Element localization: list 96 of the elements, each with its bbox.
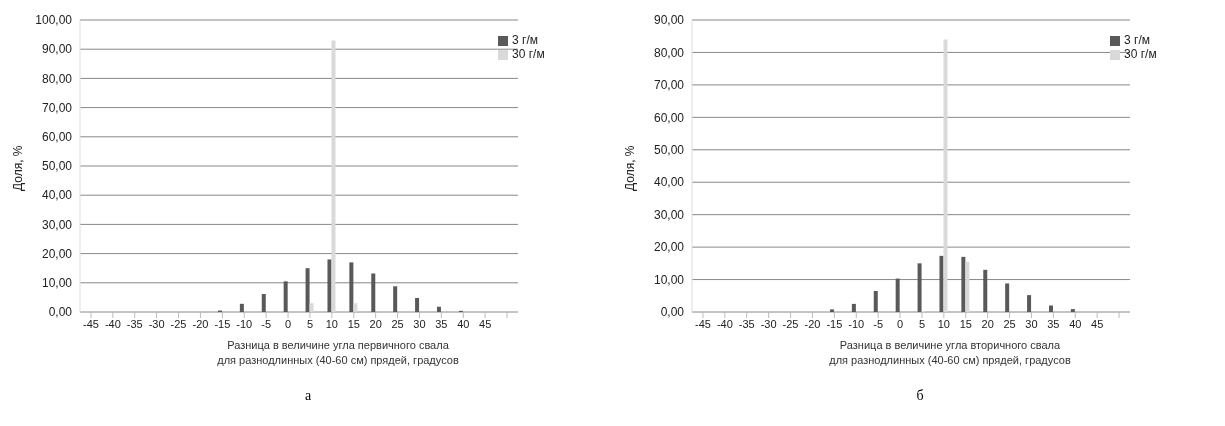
- x-tick-label: -10: [236, 317, 253, 330]
- y-tick-label: 30,00: [653, 207, 685, 222]
- x-tick-label: 40: [1069, 317, 1082, 330]
- x-axis-title: Разница в величине угла вторичного свала для разнодлинных (40-60 см) прядей, градусов: [828, 338, 1072, 368]
- x-tick-label: 0: [284, 317, 292, 330]
- x-tick-label: -5: [873, 317, 884, 330]
- y-axis-title: Доля, %: [623, 145, 638, 191]
- y-tick-label: 0,00: [660, 305, 685, 320]
- legend-label: 30 г/м: [512, 47, 545, 61]
- y-tick-label: 80,00: [41, 71, 73, 86]
- text: б: [915, 388, 925, 404]
- y-tick-label: 20,00: [653, 240, 685, 255]
- x-tick-label: -35: [738, 317, 755, 330]
- bar: [873, 290, 878, 312]
- x-tick-label: -45: [695, 317, 711, 330]
- x-tick-label: -45: [83, 317, 99, 330]
- text: а: [303, 388, 313, 404]
- y-tick-label: 70,00: [653, 78, 685, 93]
- bar: [327, 259, 332, 312]
- bar: [965, 261, 970, 312]
- bar: [939, 255, 944, 312]
- x-tick-label: -10: [848, 317, 865, 330]
- bar: [309, 303, 314, 312]
- y-tick-label: 100,00: [35, 13, 73, 28]
- y-tick-label: 0,00: [48, 305, 73, 320]
- bar: [983, 269, 988, 312]
- bar: [261, 293, 266, 312]
- bar: [1027, 295, 1032, 312]
- x-tick-label: -35: [126, 317, 143, 330]
- x-tick-label: -15: [214, 317, 231, 330]
- bar: [349, 262, 354, 312]
- legend-label: 3 г/м: [512, 33, 538, 47]
- bar: [1048, 305, 1053, 312]
- x-tick-label: 15: [347, 317, 360, 330]
- bar: [283, 281, 288, 312]
- x-tick-label: 40: [457, 317, 470, 330]
- x-tick-label: -40: [716, 317, 733, 330]
- y-tick-label: 30,00: [41, 217, 73, 232]
- x-tick-label: -40: [104, 317, 121, 330]
- x-tick-label: 35: [435, 317, 448, 330]
- bar: [305, 268, 310, 312]
- x-tick-label: 20: [369, 317, 382, 330]
- y-tick-label: 50,00: [653, 143, 685, 158]
- x-tick-label: 25: [391, 317, 404, 330]
- x-tick-label: 30: [413, 317, 426, 330]
- x-tick-label: -25: [170, 317, 187, 330]
- x-tick-label: -20: [804, 317, 821, 330]
- bar: [1005, 283, 1010, 312]
- bar: [353, 303, 358, 312]
- x-tick-label: 5: [918, 317, 926, 330]
- y-tick-label: 60,00: [41, 130, 73, 145]
- x-tick-label: 25: [1003, 317, 1016, 330]
- bar: [393, 286, 398, 312]
- bar: [436, 306, 441, 312]
- y-tick-label: 90,00: [41, 42, 73, 57]
- bar: [851, 303, 856, 312]
- y-tick-label: 40,00: [41, 188, 73, 203]
- x-tick-label: -20: [192, 317, 209, 330]
- legend-label: 3 г/м: [1124, 33, 1150, 47]
- x-tick-label: 10: [325, 317, 338, 330]
- bar: [895, 278, 900, 312]
- bar: [943, 39, 948, 312]
- bar: [917, 263, 922, 312]
- x-tick-label: -30: [148, 317, 165, 330]
- x-tick-label: 0: [896, 317, 904, 330]
- y-tick-label: 50,00: [41, 159, 73, 174]
- bar: [331, 40, 336, 312]
- y-tick-label: 70,00: [41, 100, 73, 115]
- x-tick-label: -25: [782, 317, 799, 330]
- y-tick-label: 20,00: [41, 246, 73, 261]
- y-tick-label: 40,00: [653, 175, 685, 190]
- x-tick-label: 45: [479, 317, 492, 330]
- x-tick-label: 45: [1091, 317, 1104, 330]
- y-tick-label: 10,00: [653, 272, 685, 287]
- x-tick-label: 20: [981, 317, 994, 330]
- y-tick-label: 60,00: [653, 110, 685, 125]
- y-tick-label: 80,00: [653, 45, 685, 60]
- bar: [1070, 309, 1075, 312]
- legend-label: 30 г/м: [1124, 47, 1157, 61]
- x-tick-label: 35: [1047, 317, 1060, 330]
- bar: [829, 309, 834, 312]
- y-axis-title: Доля, %: [11, 145, 26, 191]
- y-tick-label: 90,00: [653, 13, 685, 28]
- y-tick-label: 10,00: [41, 276, 73, 291]
- bar: [415, 297, 420, 312]
- x-axis-title: Разница в величине угла первичного свала для разнодлинных (40-60 см) прядей, градусов: [216, 338, 460, 368]
- x-tick-label: -30: [760, 317, 777, 330]
- x-tick-label: 15: [959, 317, 972, 330]
- bar: [371, 273, 376, 312]
- x-tick-label: -5: [261, 317, 272, 330]
- bar: [239, 303, 244, 312]
- x-tick-label: -15: [826, 317, 843, 330]
- x-tick-label: 30: [1025, 317, 1038, 330]
- x-tick-label: 5: [306, 317, 314, 330]
- bar: [961, 256, 966, 312]
- x-tick-label: 10: [937, 317, 950, 330]
